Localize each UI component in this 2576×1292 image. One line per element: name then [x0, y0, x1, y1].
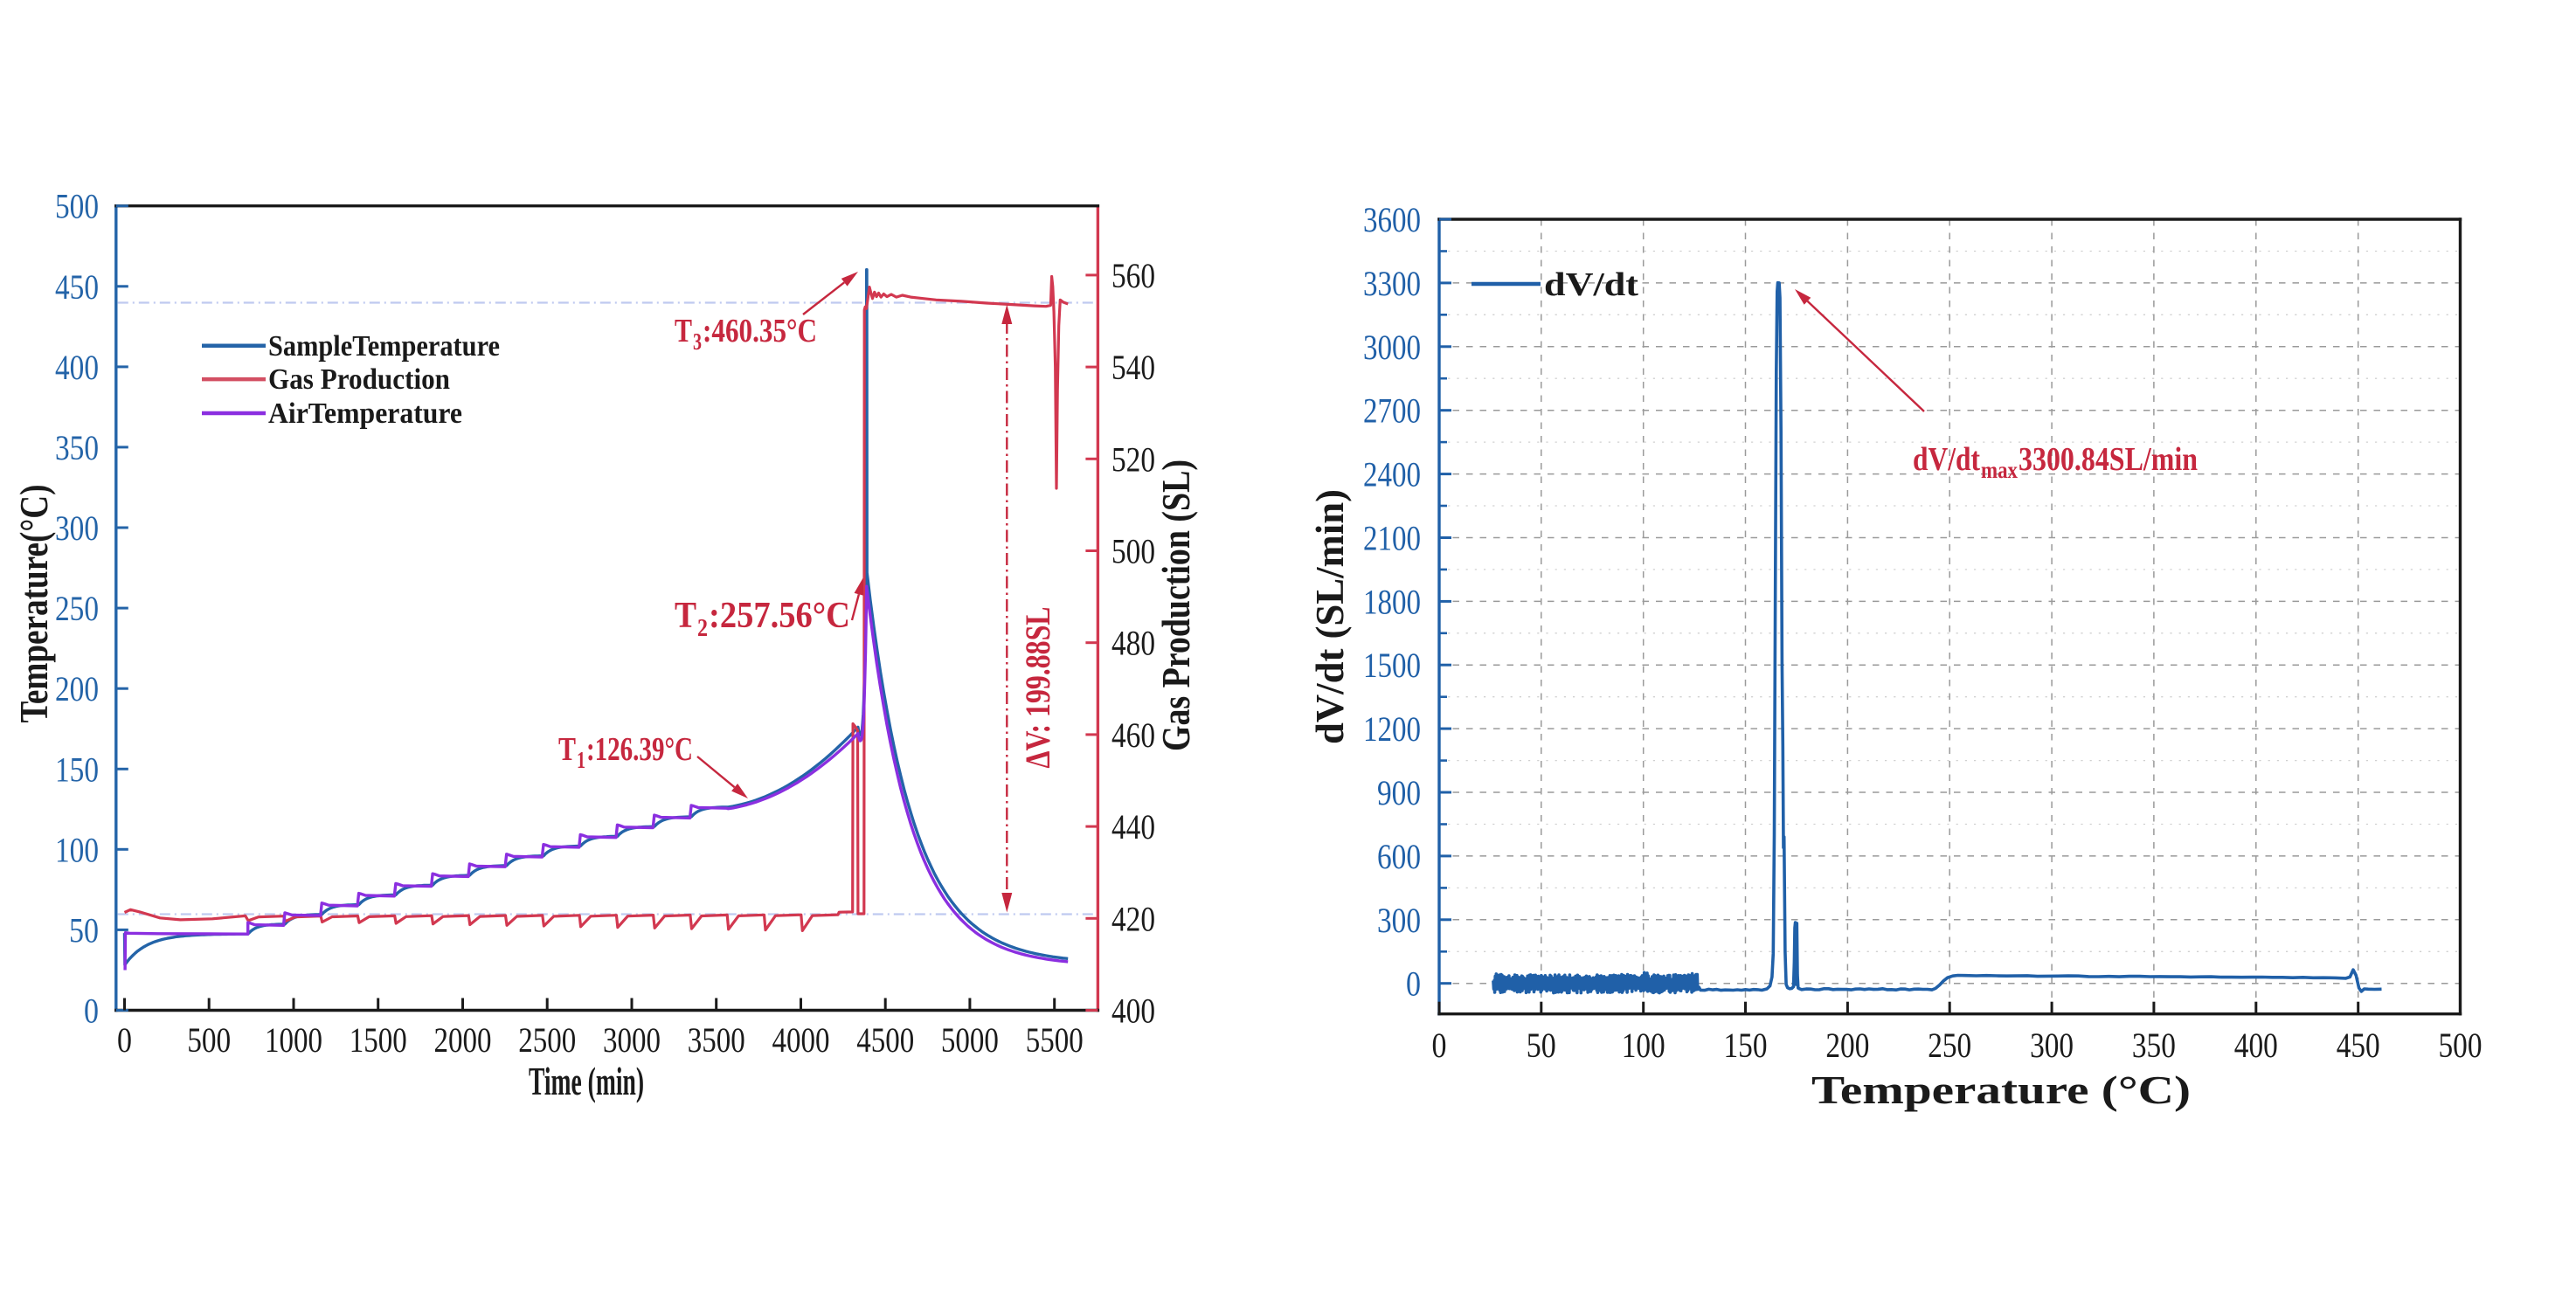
- svg-text:ΔV: 199.88SL: ΔV: 199.88SL: [1018, 607, 1057, 769]
- svg-text:SampleTemperature: SampleTemperature: [268, 330, 500, 363]
- svg-text:50: 50: [1527, 1026, 1556, 1065]
- svg-text:0: 0: [1432, 1026, 1447, 1065]
- svg-text:dV/dt: dV/dt: [1544, 266, 1638, 303]
- svg-text:5000: 5000: [941, 1020, 999, 1060]
- svg-text:350: 350: [55, 428, 99, 467]
- svg-text:150: 150: [55, 750, 99, 789]
- svg-text:50: 50: [69, 910, 99, 950]
- svg-text:3: 3: [693, 328, 702, 355]
- svg-text:500: 500: [55, 187, 99, 226]
- svg-text:3500: 3500: [688, 1020, 745, 1060]
- svg-text:250: 250: [1928, 1026, 1971, 1065]
- svg-text:350: 350: [2132, 1026, 2176, 1065]
- svg-text:dV/dt (SL/min): dV/dt (SL/min): [1307, 489, 1352, 744]
- svg-text:200: 200: [1825, 1026, 1869, 1065]
- svg-text:4500: 4500: [856, 1020, 914, 1060]
- svg-text:0: 0: [117, 1020, 132, 1060]
- svg-text:540: 540: [1111, 348, 1155, 387]
- svg-text:1: 1: [577, 747, 585, 773]
- svg-text:3300.84SL/min: 3300.84SL/min: [2019, 441, 2198, 478]
- svg-text:900: 900: [1377, 773, 1421, 812]
- svg-text:450: 450: [2337, 1026, 2380, 1065]
- svg-text:600: 600: [1377, 837, 1421, 876]
- svg-text:500: 500: [2439, 1026, 2483, 1065]
- svg-text:500: 500: [1111, 532, 1155, 571]
- svg-text:T: T: [675, 313, 692, 349]
- svg-text:2500: 2500: [518, 1020, 576, 1060]
- svg-text:420: 420: [1111, 899, 1155, 938]
- svg-text:300: 300: [55, 508, 99, 548]
- svg-text:3000: 3000: [603, 1020, 661, 1060]
- svg-text:0: 0: [1406, 964, 1421, 1004]
- svg-text:200: 200: [55, 669, 99, 708]
- svg-text:1500: 1500: [350, 1020, 407, 1060]
- svg-text:300: 300: [2030, 1026, 2074, 1065]
- svg-text:1500: 1500: [1363, 646, 1421, 685]
- svg-text:250: 250: [55, 589, 99, 628]
- svg-text:300: 300: [1377, 901, 1421, 940]
- svg-text:560: 560: [1111, 256, 1155, 295]
- svg-text:450: 450: [55, 267, 99, 307]
- svg-text:480: 480: [1111, 624, 1155, 663]
- svg-text::257.56°C: :257.56°C: [709, 596, 850, 636]
- svg-text:400: 400: [55, 348, 99, 387]
- svg-text:T: T: [675, 596, 696, 636]
- svg-text:2700: 2700: [1363, 391, 1421, 431]
- svg-text:Gas Production: Gas Production: [268, 363, 450, 396]
- svg-text:0: 0: [84, 991, 99, 1031]
- svg-text:4000: 4000: [772, 1020, 830, 1060]
- svg-text:3000: 3000: [1363, 328, 1421, 367]
- svg-text:400: 400: [1111, 991, 1155, 1031]
- svg-text:dV/dt: dV/dt: [1913, 441, 1980, 478]
- svg-text:Gas Production (SL): Gas Production (SL): [1153, 459, 1198, 751]
- svg-text:150: 150: [1724, 1026, 1768, 1065]
- svg-text:T: T: [558, 731, 576, 768]
- svg-text:Temperature(°C): Temperature(°C): [11, 485, 56, 723]
- svg-text:5500: 5500: [1026, 1020, 1084, 1060]
- svg-text:3600: 3600: [1363, 200, 1421, 239]
- svg-text:1000: 1000: [265, 1020, 322, 1060]
- svg-text:500: 500: [187, 1020, 231, 1060]
- svg-text:2: 2: [697, 614, 708, 642]
- svg-text:max: max: [1981, 457, 2018, 483]
- svg-text:Temperature (°C): Temperature (°C): [1811, 1067, 2191, 1112]
- svg-text:2400: 2400: [1363, 455, 1421, 494]
- svg-text:1200: 1200: [1363, 709, 1421, 749]
- svg-text::126.39°C: :126.39°C: [586, 731, 693, 768]
- svg-text:400: 400: [2234, 1026, 2278, 1065]
- svg-text::460.35°C: :460.35°C: [703, 313, 817, 349]
- svg-text:2000: 2000: [434, 1020, 492, 1060]
- svg-text:440: 440: [1111, 807, 1155, 846]
- svg-text:Time (min): Time (min): [529, 1059, 644, 1103]
- svg-text:460: 460: [1111, 715, 1155, 755]
- svg-text:100: 100: [55, 830, 99, 869]
- svg-text:100: 100: [1622, 1026, 1665, 1065]
- svg-text:520: 520: [1111, 439, 1155, 479]
- svg-text:2100: 2100: [1363, 519, 1421, 558]
- svg-text:3300: 3300: [1363, 264, 1421, 303]
- svg-text:1800: 1800: [1363, 582, 1421, 621]
- svg-text:AirTemperature: AirTemperature: [268, 397, 462, 430]
